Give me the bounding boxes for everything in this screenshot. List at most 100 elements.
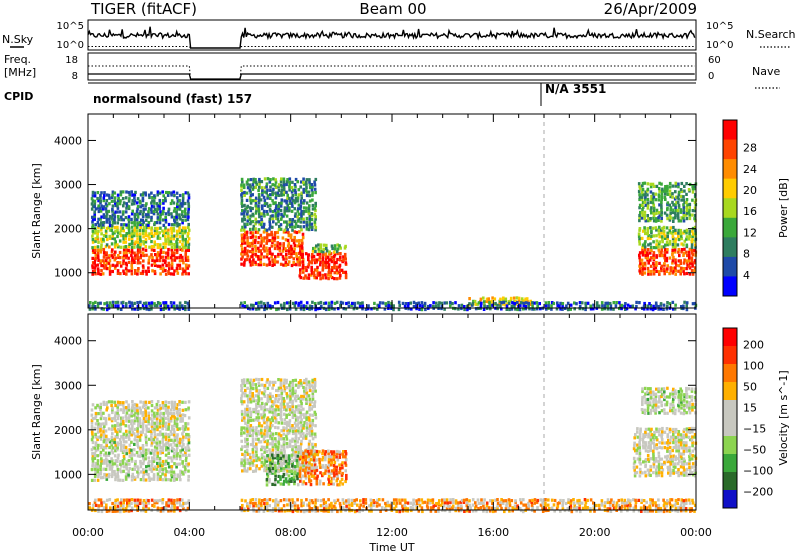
heatmap-cell [693, 468, 697, 473]
heatmap-cell [672, 462, 675, 466]
heatmap-cell [288, 419, 292, 423]
heatmap-cell [265, 420, 269, 424]
heatmap-cell [142, 191, 145, 195]
heatmap-cell [135, 201, 139, 205]
heatmap-cell [102, 461, 106, 465]
heatmap-cell [130, 236, 134, 240]
heatmap-cell [127, 509, 131, 513]
heatmap-cell [601, 304, 604, 308]
heatmap-cell [682, 433, 685, 437]
heatmap-cell [300, 212, 303, 216]
heatmap-cell [308, 402, 312, 406]
heatmap-cell [244, 440, 247, 444]
heatmap-cell [251, 437, 255, 441]
heatmap-cell [181, 272, 184, 276]
heatmap-cell [156, 478, 160, 482]
heatmap-cell [257, 416, 261, 420]
heatmap-cell [690, 268, 694, 273]
heatmap-cell [265, 478, 269, 482]
heatmap-cell [586, 301, 590, 305]
heatmap-cell [644, 401, 647, 405]
heatmap-cell [283, 199, 286, 203]
heatmap-cell [102, 453, 106, 457]
heatmap-cell [342, 307, 346, 311]
heatmap-cell [302, 210, 306, 214]
heatmap-cell [170, 223, 174, 227]
heatmap-cell [649, 457, 653, 461]
heatmap-cell [103, 472, 106, 477]
heatmap-cell [638, 203, 642, 207]
heatmap-cell [321, 474, 324, 478]
heatmap-cell [378, 304, 381, 308]
heatmap-cell [96, 267, 100, 271]
heatmap-cell [333, 261, 336, 265]
heatmap-cell [179, 419, 182, 423]
heatmap-cell [310, 384, 314, 388]
heatmap-cell [673, 248, 677, 252]
heatmap-cell [313, 471, 317, 475]
heatmap-cell [652, 400, 655, 404]
heatmap-cell [308, 424, 312, 428]
heatmap-cell [286, 405, 289, 409]
heatmap-cell [679, 471, 683, 475]
heatmap-cell [94, 411, 98, 416]
heatmap-cell [181, 438, 185, 442]
heatmap-cell [245, 407, 249, 411]
heatmap-cell [173, 472, 176, 476]
heatmap-cell [249, 250, 252, 254]
heatmap-cell [119, 402, 122, 406]
heatmap-cell [299, 396, 303, 401]
heatmap-cell [685, 433, 688, 437]
heatmap-cell [113, 221, 117, 225]
heatmap-cell [662, 232, 666, 236]
heatmap-cell [108, 234, 111, 238]
heatmap-cell [246, 222, 249, 226]
heatmap-cell [161, 450, 164, 455]
heatmap-cell [156, 400, 160, 404]
heatmap-cell [639, 462, 642, 466]
heatmap-cell [311, 418, 315, 423]
heatmap-cell [297, 217, 300, 221]
heatmap-cell [685, 473, 689, 477]
heatmap-cell [252, 453, 255, 457]
heatmap-cell [118, 231, 122, 236]
heatmap-cell [649, 473, 652, 477]
heatmap-cell [102, 422, 105, 426]
heatmap-cell [558, 304, 561, 308]
heatmap-cell [111, 501, 114, 506]
heatmap-cell [330, 266, 334, 270]
heatmap-cell [175, 457, 178, 461]
heatmap-cell [125, 440, 128, 444]
heatmap-cell [308, 385, 311, 390]
heatmap-cell [657, 390, 660, 394]
heatmap-cell [313, 220, 317, 224]
heatmap-cell [103, 433, 106, 437]
heatmap-cell [152, 212, 156, 216]
heatmap-cell [344, 479, 347, 484]
heatmap-cell [173, 218, 176, 222]
heatmap-cell [297, 444, 300, 449]
heatmap-cell [119, 506, 122, 510]
heatmap-cell [125, 272, 128, 276]
heatmap-cell [254, 260, 257, 264]
heatmap-cell [275, 451, 278, 455]
heatmap-cell [94, 237, 98, 241]
heatmap-cell [288, 439, 292, 443]
heatmap-cell [96, 196, 99, 201]
heatmap-cell [657, 387, 660, 391]
heatmap-cell [262, 239, 266, 243]
heatmap-cell [104, 475, 108, 479]
heatmap-cell [595, 304, 599, 308]
heatmap-cell [257, 397, 260, 401]
heatmap-cell [169, 239, 173, 243]
heatmap-cell [111, 207, 114, 211]
heatmap-cell [260, 225, 264, 229]
heatmap-cell [271, 459, 274, 463]
heatmap-cell [322, 263, 325, 267]
heatmap-cell [113, 215, 117, 219]
heatmap-cell [150, 201, 153, 205]
heatmap-cell [260, 424, 264, 428]
heatmap-cell [97, 269, 100, 273]
heatmap-cell [254, 249, 258, 253]
heatmap-cell [384, 303, 388, 307]
